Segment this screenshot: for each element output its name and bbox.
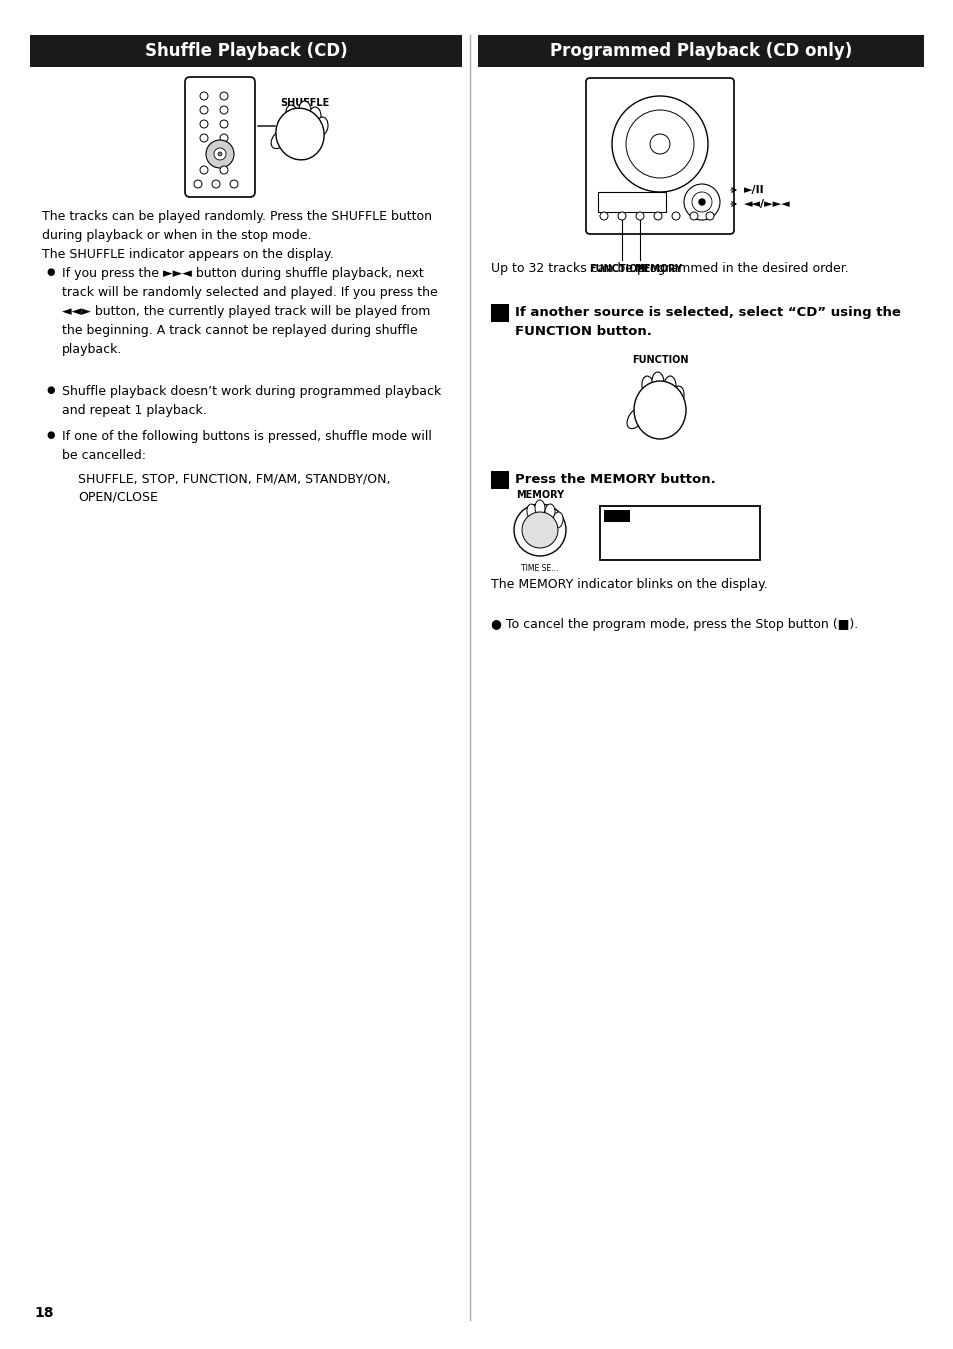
Ellipse shape xyxy=(651,372,663,393)
Ellipse shape xyxy=(641,376,654,397)
Ellipse shape xyxy=(634,380,685,438)
Circle shape xyxy=(618,212,625,220)
FancyBboxPatch shape xyxy=(599,506,760,560)
Circle shape xyxy=(200,166,208,174)
FancyBboxPatch shape xyxy=(491,471,509,488)
Text: --: -- xyxy=(639,521,676,549)
Ellipse shape xyxy=(309,107,320,125)
Ellipse shape xyxy=(626,407,644,429)
Circle shape xyxy=(213,148,226,161)
Text: CD: CD xyxy=(610,511,623,521)
Text: FUNCTION: FUNCTION xyxy=(631,355,687,366)
Text: Up to 32 tracks can be programmed in the desired order.: Up to 32 tracks can be programmed in the… xyxy=(491,262,848,275)
Ellipse shape xyxy=(315,117,328,135)
Ellipse shape xyxy=(526,505,537,519)
Ellipse shape xyxy=(271,130,289,148)
Circle shape xyxy=(230,179,237,188)
Text: The MEMORY indicator blinks on the display.: The MEMORY indicator blinks on the displ… xyxy=(491,577,767,591)
Text: MEMORY: MEMORY xyxy=(516,490,563,500)
Text: If another source is selected, select “CD” using the
FUNCTION button.: If another source is selected, select “C… xyxy=(515,306,900,339)
Circle shape xyxy=(206,140,233,169)
Circle shape xyxy=(200,107,208,115)
Text: P-01: P-01 xyxy=(666,518,753,552)
Circle shape xyxy=(200,92,208,100)
Circle shape xyxy=(654,212,661,220)
Text: Press the MEMORY button.: Press the MEMORY button. xyxy=(515,473,715,486)
Circle shape xyxy=(220,166,228,174)
Circle shape xyxy=(200,120,208,128)
Text: ►/II: ►/II xyxy=(743,185,763,196)
Text: If one of the following buttons is pressed, shuffle mode will
be cancelled:: If one of the following buttons is press… xyxy=(62,430,432,461)
Text: 1: 1 xyxy=(496,306,504,320)
Ellipse shape xyxy=(535,500,544,517)
Circle shape xyxy=(220,134,228,142)
FancyBboxPatch shape xyxy=(585,78,733,233)
FancyBboxPatch shape xyxy=(477,35,923,67)
Ellipse shape xyxy=(298,101,311,119)
Circle shape xyxy=(514,505,565,556)
Text: Shuffle Playback (CD): Shuffle Playback (CD) xyxy=(145,42,347,59)
Circle shape xyxy=(689,212,698,220)
Circle shape xyxy=(218,152,222,156)
Text: MEMORY: MEMORY xyxy=(634,264,681,274)
Text: The tracks can be played randomly. Press the SHUFFLE button
during playback or w: The tracks can be played randomly. Press… xyxy=(42,210,432,260)
Text: FUNCTION: FUNCTION xyxy=(588,264,644,274)
Ellipse shape xyxy=(553,513,562,527)
Text: 18: 18 xyxy=(34,1306,53,1321)
Circle shape xyxy=(200,134,208,142)
Circle shape xyxy=(683,183,720,220)
Circle shape xyxy=(220,107,228,115)
Circle shape xyxy=(612,96,707,192)
Circle shape xyxy=(699,200,704,205)
Text: Shuffle playback doesn’t work during programmed playback
and repeat 1 playback.: Shuffle playback doesn’t work during pro… xyxy=(62,384,441,417)
Circle shape xyxy=(649,134,669,154)
Ellipse shape xyxy=(275,108,324,161)
Text: TIME SE...: TIME SE... xyxy=(521,564,558,573)
Circle shape xyxy=(193,179,202,188)
Text: If you press the ►►◄ button during shuffle playback, next
track will be randomly: If you press the ►►◄ button during shuff… xyxy=(62,267,437,356)
Ellipse shape xyxy=(663,376,676,397)
Text: ●: ● xyxy=(46,384,54,395)
Ellipse shape xyxy=(544,505,555,519)
Circle shape xyxy=(212,179,220,188)
Circle shape xyxy=(625,111,693,178)
Circle shape xyxy=(671,212,679,220)
FancyBboxPatch shape xyxy=(491,304,509,322)
Text: 2: 2 xyxy=(496,473,504,487)
Text: SHUFFLE: SHUFFLE xyxy=(280,98,330,108)
FancyBboxPatch shape xyxy=(185,77,254,197)
Circle shape xyxy=(599,212,607,220)
Circle shape xyxy=(220,120,228,128)
Text: ●: ● xyxy=(46,267,54,277)
FancyBboxPatch shape xyxy=(603,510,629,522)
Circle shape xyxy=(691,192,711,212)
Circle shape xyxy=(636,212,643,220)
Text: ● To cancel the program mode, press the Stop button (■).: ● To cancel the program mode, press the … xyxy=(491,618,858,631)
Circle shape xyxy=(220,92,228,100)
Text: ●: ● xyxy=(46,430,54,440)
Text: MEMORY: MEMORY xyxy=(605,527,636,534)
FancyBboxPatch shape xyxy=(598,192,665,212)
Text: SHUFFLE, STOP, FUNCTION, FM/AM, STANDBY/ON,
OPEN/CLOSE: SHUFFLE, STOP, FUNCTION, FM/AM, STANDBY/… xyxy=(78,472,390,505)
Ellipse shape xyxy=(671,386,683,406)
Circle shape xyxy=(705,212,713,220)
Text: ◄◄/►►◄: ◄◄/►►◄ xyxy=(743,200,790,209)
FancyBboxPatch shape xyxy=(30,35,461,67)
Ellipse shape xyxy=(286,105,297,123)
Text: Programmed Playback (CD only): Programmed Playback (CD only) xyxy=(549,42,851,59)
Circle shape xyxy=(521,513,558,548)
